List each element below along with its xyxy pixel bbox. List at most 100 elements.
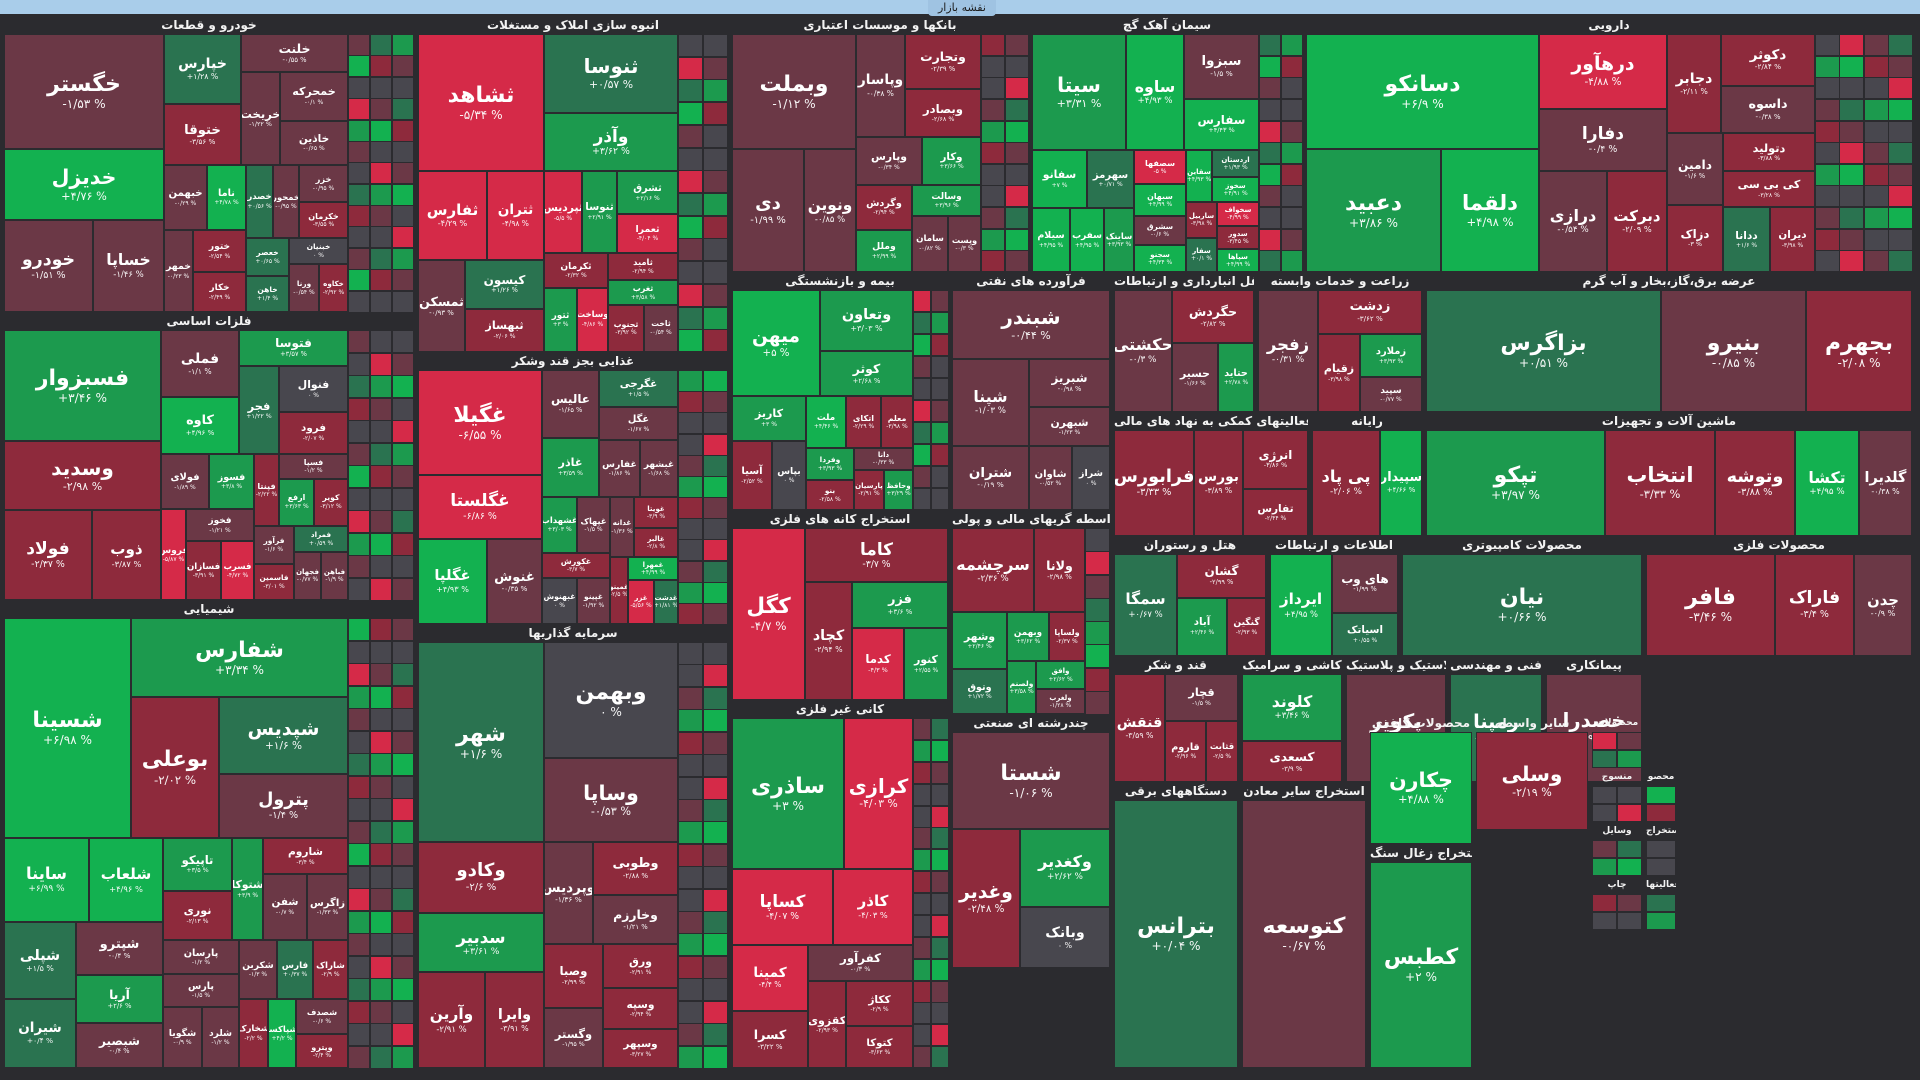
stock-tile[interactable]: ثنوسا +۰/۵۷ % — [544, 34, 678, 113]
stock-tile-small[interactable] — [678, 34, 703, 57]
stock-tile-small[interactable] — [703, 284, 728, 307]
stock-tile-small[interactable] — [703, 261, 728, 284]
stock-tile-small[interactable] — [1592, 894, 1617, 912]
stock-tile-small[interactable] — [370, 120, 392, 142]
stock-tile-small[interactable] — [1839, 207, 1864, 229]
stock-tile-small[interactable] — [703, 732, 728, 755]
stock-tile[interactable]: سجنو +۴/۳۴ % — [1134, 245, 1186, 272]
stock-tile-small[interactable] — [348, 248, 370, 270]
stock-tile[interactable]: شبهرن -۱/۲۳ % — [1029, 407, 1110, 446]
stock-tile[interactable]: شستا -۱/۰۶ % — [952, 732, 1110, 829]
stock-tile[interactable]: وآرین -۲/۹۱ % — [418, 972, 485, 1068]
stock-tile-small[interactable] — [1592, 840, 1617, 858]
stock-tile[interactable]: حتاید +۲/۷۸ % — [1218, 343, 1254, 412]
stock-tile-small[interactable] — [1005, 99, 1029, 121]
stock-tile-small[interactable] — [703, 1001, 728, 1024]
stock-tile-small[interactable] — [678, 125, 703, 148]
stock-tile-small[interactable] — [392, 555, 414, 578]
stock-tile-small[interactable] — [392, 1046, 414, 1069]
stock-tile-small[interactable] — [981, 229, 1005, 251]
stock-tile[interactable]: دجابر -۲/۱۱ % — [1667, 34, 1721, 133]
stock-tile-small[interactable] — [913, 488, 931, 510]
stock-tile[interactable]: وخارزم -۱/۲۱ % — [593, 895, 678, 944]
stock-tile[interactable]: ایرداز +۴/۹۵ % — [1270, 554, 1332, 656]
stock-tile-small[interactable] — [1085, 551, 1110, 575]
stock-tile-small[interactable] — [1259, 99, 1281, 121]
stock-tile-small[interactable] — [931, 422, 949, 444]
stock-tile-small[interactable] — [678, 561, 703, 583]
stock-tile-small[interactable] — [1281, 250, 1303, 272]
stock-tile[interactable]: درهآور -۴/۸۸ % — [1539, 34, 1667, 109]
stock-tile-small[interactable] — [392, 120, 414, 142]
stock-tile-small[interactable] — [348, 34, 370, 56]
stock-tile[interactable]: شهر +۱/۶ % — [418, 642, 544, 842]
stock-tile[interactable]: دبرکت -۲/۰۹ % — [1607, 171, 1667, 272]
stock-tile-small[interactable] — [1864, 56, 1889, 78]
stock-tile-small[interactable] — [370, 866, 392, 889]
stock-tile-small[interactable] — [370, 353, 392, 376]
stock-tile-small[interactable] — [348, 776, 370, 799]
stock-tile-small[interactable] — [931, 1002, 949, 1024]
stock-tile-small[interactable] — [703, 307, 728, 330]
stock-tile[interactable]: کنور +۲/۵۵ % — [904, 628, 948, 700]
stock-tile[interactable]: ولصنم +۳/۵۸ % — [1007, 661, 1036, 714]
stock-tile[interactable]: شگویا -۰/۹ % — [163, 1007, 202, 1068]
stock-tile[interactable]: غالبر -۲/۸ % — [634, 528, 678, 557]
stock-tile-small[interactable] — [703, 664, 728, 687]
stock-tile-small[interactable] — [1888, 142, 1913, 164]
stock-tile-small[interactable] — [703, 412, 728, 434]
stock-tile-small[interactable] — [370, 34, 392, 56]
stock-tile-small[interactable] — [392, 162, 414, 184]
stock-tile-small[interactable] — [1888, 250, 1913, 272]
stock-tile[interactable]: کسعدی -۳/۹ % — [1242, 741, 1342, 782]
stock-tile-small[interactable] — [913, 334, 931, 356]
stock-tile-small[interactable] — [678, 687, 703, 710]
stock-tile-small[interactable] — [348, 141, 370, 163]
stock-tile-small[interactable] — [370, 753, 392, 776]
stock-tile-small[interactable] — [913, 849, 931, 871]
stock-tile-small[interactable] — [678, 911, 703, 934]
stock-tile-small[interactable] — [348, 398, 370, 421]
stock-tile-small[interactable] — [370, 510, 392, 533]
stock-tile-small[interactable] — [678, 238, 703, 261]
stock-tile-small[interactable] — [703, 216, 728, 239]
stock-tile-small[interactable] — [1864, 164, 1889, 186]
stock-tile[interactable]: ثمسکن -۰/۹۳ % — [418, 260, 465, 352]
stock-tile[interactable]: سفانو +۷ % — [1032, 150, 1087, 208]
stock-tile-small[interactable] — [703, 956, 728, 979]
stock-tile[interactable]: فاراک -۳/۴ % — [1775, 554, 1854, 656]
stock-tile-small[interactable] — [392, 641, 414, 664]
stock-tile[interactable]: خکار -۲/۴۹ % — [193, 272, 246, 312]
stock-tile-small[interactable] — [348, 708, 370, 731]
stock-tile[interactable]: وحافظ +۳/۲۹ % — [884, 470, 913, 510]
stock-tile-small[interactable] — [348, 184, 370, 206]
stock-tile[interactable]: وایرا -۳/۹۱ % — [485, 972, 544, 1068]
stock-tile-small[interactable] — [981, 121, 1005, 143]
stock-tile[interactable]: ثشاهد -۵/۳۴ % — [418, 34, 544, 171]
stock-tile[interactable]: ساینک +۳/۹۳ % — [1104, 208, 1134, 272]
stock-tile[interactable]: دسانکو +۶/۹ % — [1306, 34, 1539, 149]
stock-tile[interactable]: پارس -۱/۵ % — [163, 974, 239, 1007]
stock-tile[interactable]: وسالت +۳/۹۶ % — [912, 185, 981, 216]
stock-tile-small[interactable] — [1617, 858, 1642, 876]
stock-tile-small[interactable] — [913, 762, 931, 784]
stock-tile-small[interactable] — [392, 911, 414, 934]
stock-tile-small[interactable] — [931, 290, 949, 312]
stock-tile-small[interactable] — [348, 753, 370, 776]
stock-tile-small[interactable] — [1005, 207, 1029, 229]
stock-tile-small[interactable] — [703, 561, 728, 583]
stock-tile[interactable]: وفردا +۳/۹۳ % — [806, 448, 854, 480]
stock-tile-small[interactable] — [392, 663, 414, 686]
stock-tile-small[interactable] — [348, 843, 370, 866]
stock-tile-small[interactable] — [1005, 77, 1029, 99]
stock-tile-small[interactable] — [703, 687, 728, 710]
stock-tile[interactable]: ویترو -۲/۴ % — [296, 1034, 348, 1068]
stock-tile-small[interactable] — [1259, 250, 1281, 272]
stock-tile[interactable]: شیران +۰/۴ % — [4, 999, 76, 1068]
stock-tile-small[interactable] — [370, 269, 392, 291]
stock-tile[interactable]: وپاسار -۰/۳۸ % — [856, 34, 905, 137]
stock-tile[interactable]: زدشت -۳/۶۲ % — [1318, 290, 1422, 334]
stock-tile[interactable]: کاذر -۴/۰۳ % — [833, 869, 913, 945]
stock-tile[interactable]: فسوز +۳/۸ % — [209, 454, 254, 509]
stock-tile[interactable]: خریخت -۱/۲۲ % — [241, 72, 280, 165]
